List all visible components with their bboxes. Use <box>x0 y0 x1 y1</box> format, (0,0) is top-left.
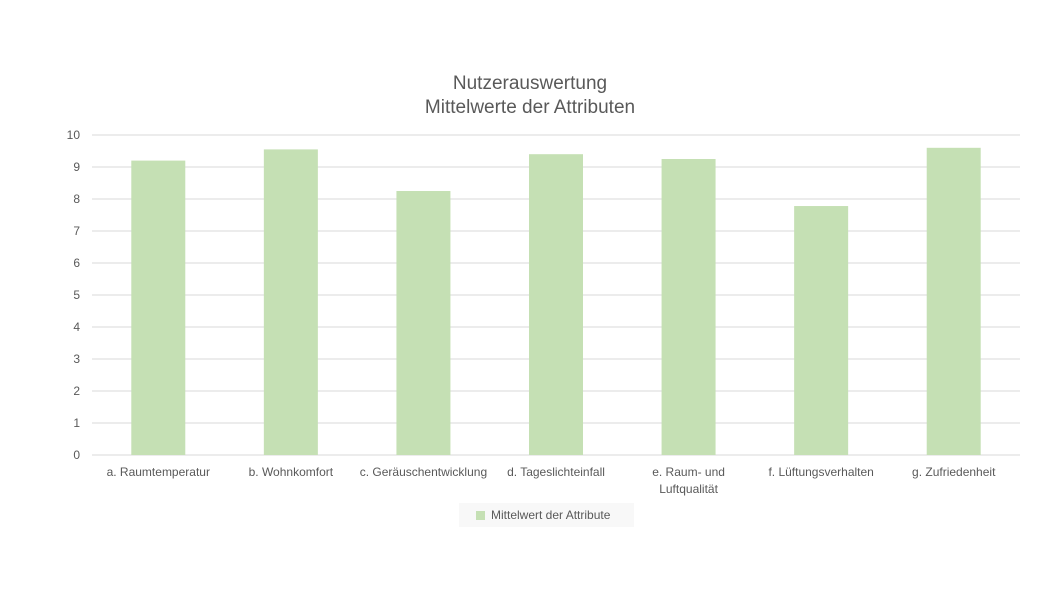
bar <box>926 147 981 456</box>
x-tick-label: Luftqualität <box>659 482 718 496</box>
y-tick-label: 8 <box>73 192 80 206</box>
x-axis-ticks: a. Raumtemperatur b. Wohnkomfort c. Geräus… <box>107 465 996 496</box>
x-tick-label: c. Geräuschentwicklung <box>360 465 487 479</box>
bar <box>794 206 849 455</box>
y-tick-label: 10 <box>67 128 81 142</box>
x-tick-label: d. Tageslichteinfall <box>507 465 605 479</box>
chart-title: Nutzerauswertung <box>452 73 608 94</box>
bars <box>131 147 981 456</box>
chart-subtitle: Mittelwerte der Attributen <box>424 97 636 118</box>
y-tick-label: 7 <box>73 224 80 238</box>
y-tick-label: 1 <box>73 416 80 430</box>
bar <box>661 159 716 455</box>
y-tick-label: 0 <box>73 448 80 462</box>
y-tick-label: 2 <box>73 384 80 398</box>
x-tick-label: g. Zufriedenheit <box>912 465 996 479</box>
y-tick-label: 3 <box>73 352 80 366</box>
legend: Mittelwert der Attribute <box>459 503 634 527</box>
x-tick-label: a. Raumtemperatur <box>107 465 210 479</box>
y-tick-label: 4 <box>73 320 80 334</box>
y-axis-ticks: 0 1 2 3 4 5 6 7 8 9 10 <box>67 128 81 462</box>
bar <box>131 160 186 455</box>
legend-swatch <box>476 510 485 520</box>
bar <box>263 149 318 455</box>
bar <box>529 154 583 455</box>
y-tick-label: 6 <box>73 256 80 270</box>
bar <box>396 191 451 455</box>
x-tick-label: f. Lüftungsverhalten <box>768 465 873 479</box>
y-tick-label: 9 <box>73 160 80 174</box>
y-tick-label: 5 <box>73 288 80 302</box>
x-tick-label: b. Wohnkomfort <box>249 465 334 479</box>
x-tick-label: e. Raum- und <box>652 465 725 479</box>
legend-label: Mittelwert der Attribute <box>491 508 611 522</box>
